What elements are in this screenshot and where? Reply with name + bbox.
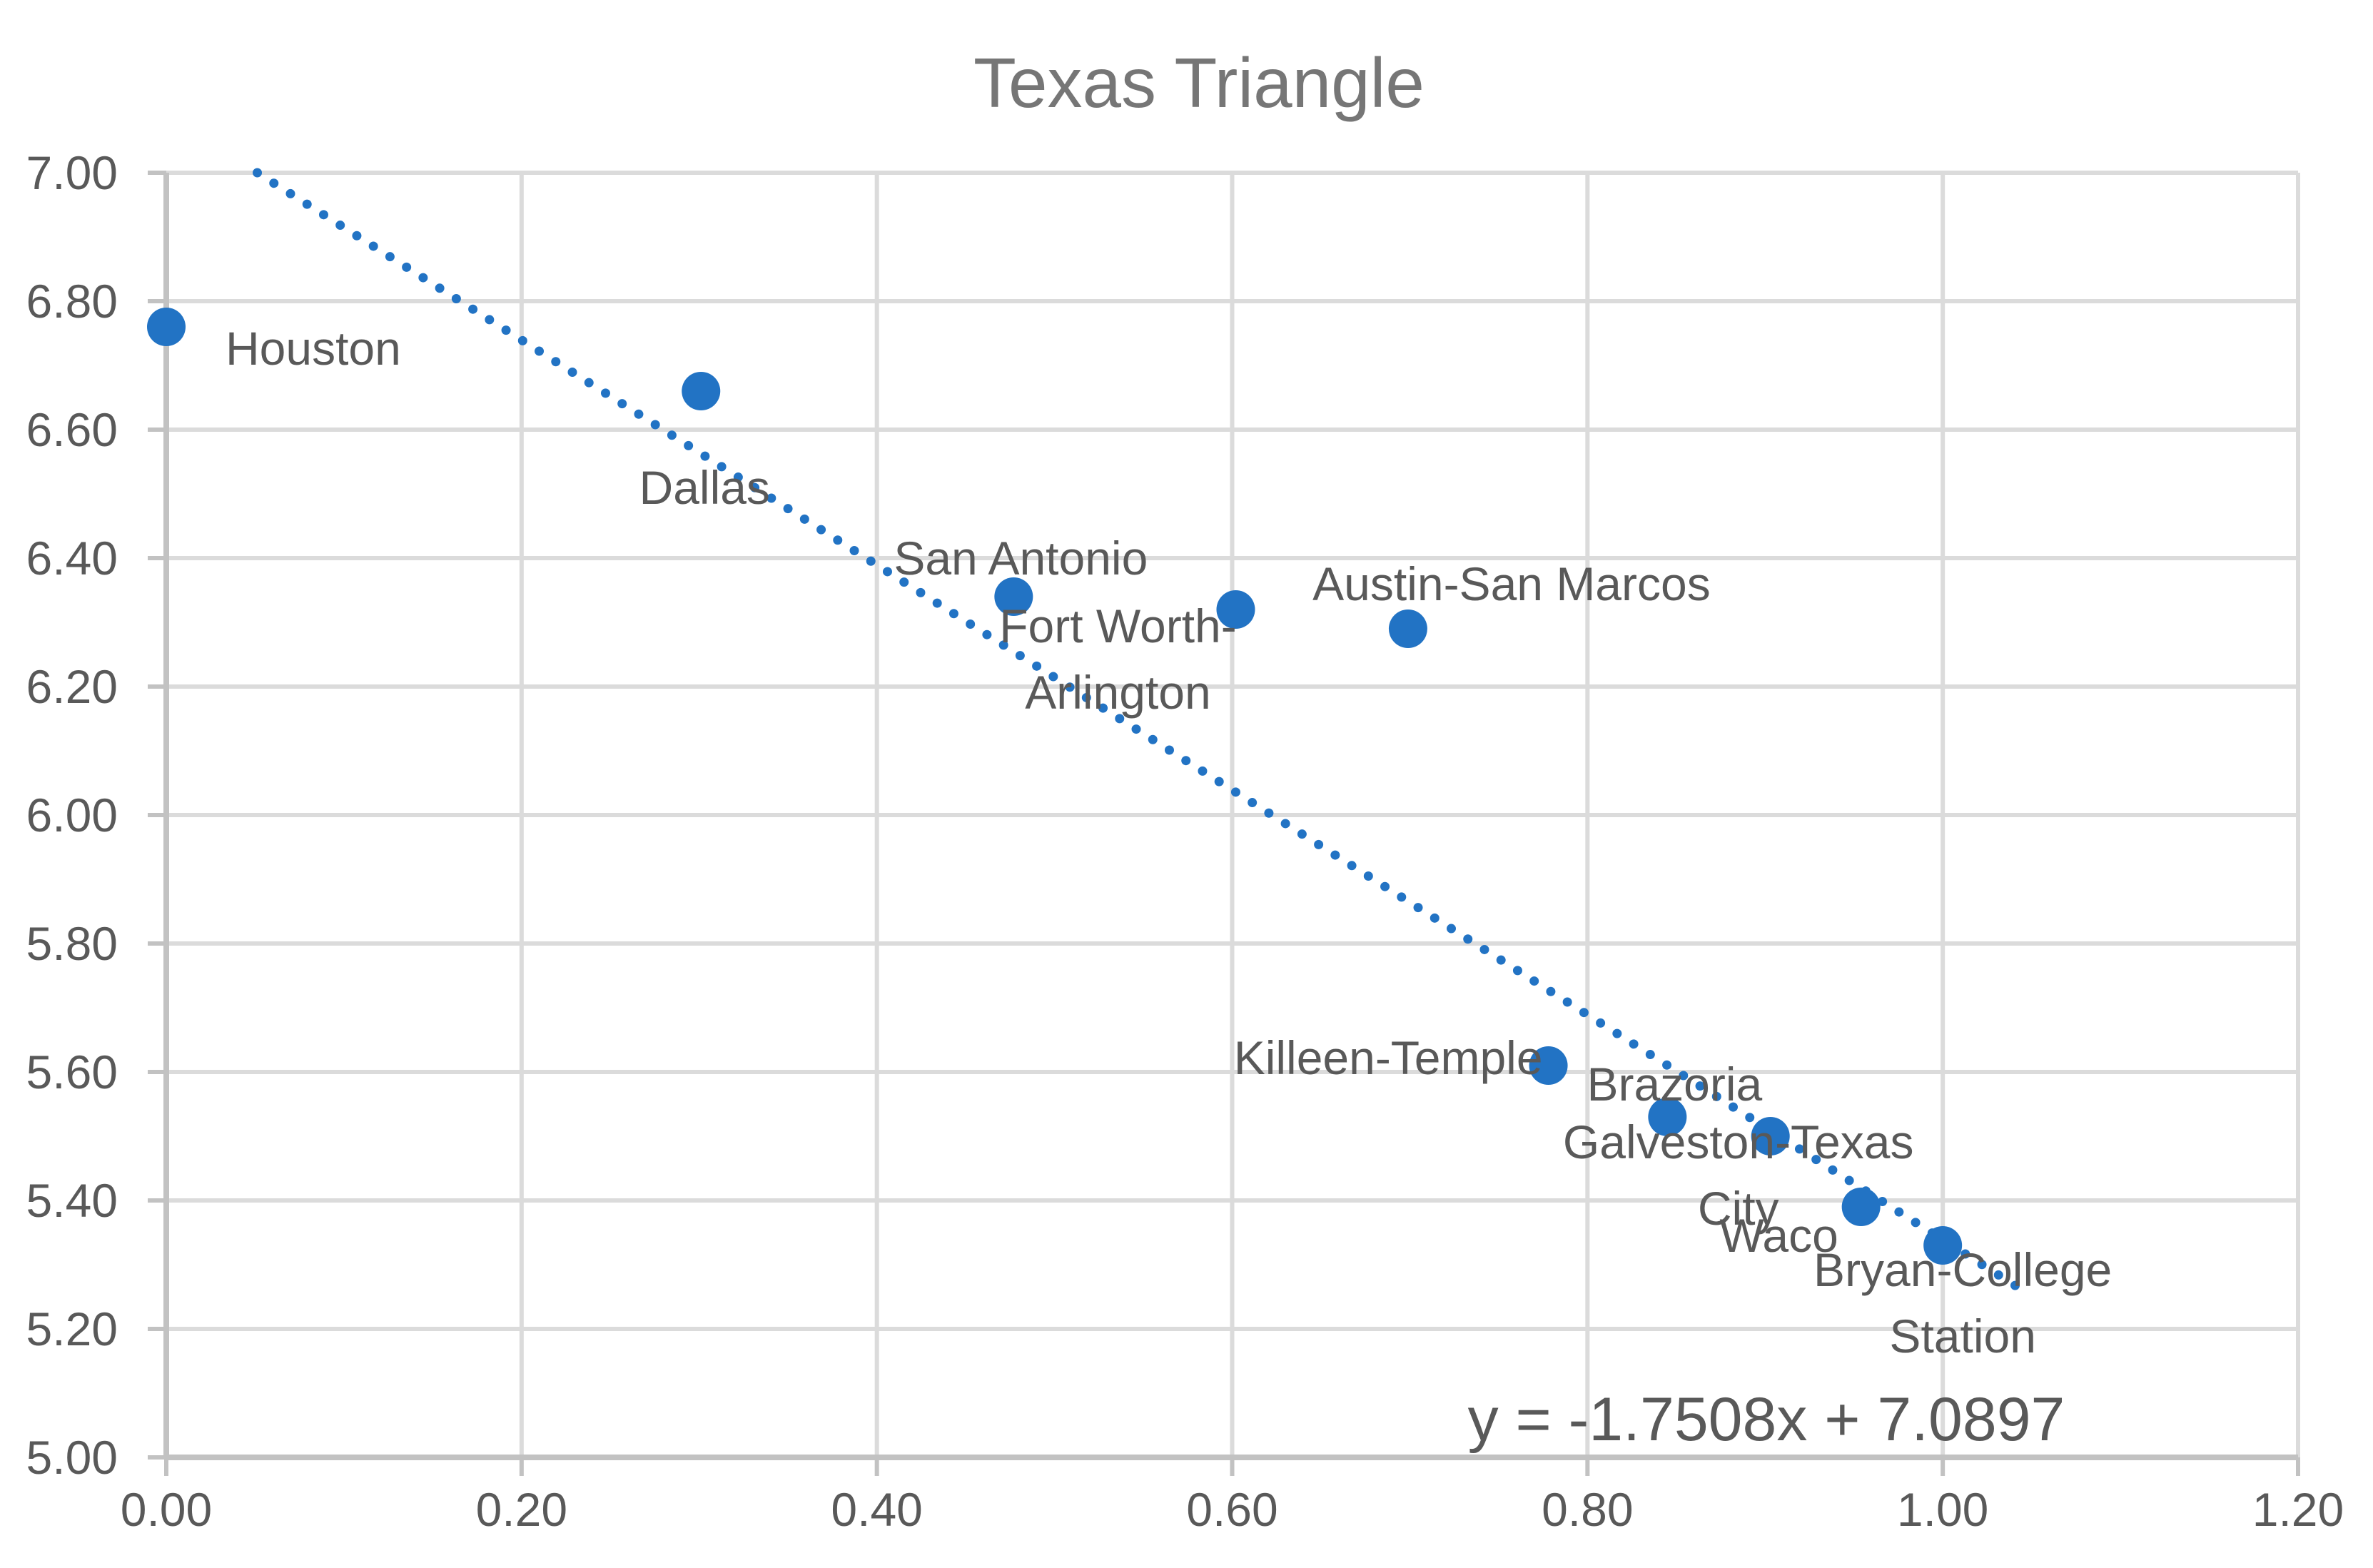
x-tick-label: 0.40	[831, 1483, 922, 1536]
x-tick-label: 1.20	[2252, 1483, 2344, 1536]
y-tick-label: 6.00	[26, 789, 118, 841]
data-point-label[interactable]: Waco	[1720, 1209, 1838, 1262]
data-point[interactable]	[1648, 1098, 1687, 1136]
y-tick-label: 6.80	[26, 275, 118, 328]
y-tick-label: 5.40	[26, 1174, 118, 1227]
data-point-label[interactable]: Arlington	[1025, 666, 1211, 719]
data-labels: Houston Dallas San Antonio Fort Worth- Arlin…	[226, 322, 2112, 1362]
data-point-label[interactable]: City	[1698, 1182, 1779, 1235]
trendline[interactable]	[253, 168, 2028, 1295]
data-point-label[interactable]: Austin-San Marcos	[1312, 557, 1711, 610]
x-tick-label: 0.60	[1186, 1483, 1277, 1536]
data-point[interactable]	[1388, 610, 1427, 648]
y-tick-label: 5.20	[26, 1303, 118, 1355]
tick-marks	[148, 171, 2300, 1476]
data-points[interactable]	[147, 308, 1963, 1265]
data-point[interactable]	[1923, 1226, 1963, 1265]
y-tick-label: 7.00	[26, 146, 118, 199]
data-point[interactable]	[1841, 1188, 1881, 1226]
data-point[interactable]	[147, 308, 186, 346]
data-point[interactable]	[682, 372, 721, 410]
x-tick-label: 1.00	[1897, 1483, 1988, 1536]
data-point-label[interactable]: Fort Worth-	[999, 600, 1236, 652]
data-point[interactable]	[1529, 1046, 1568, 1085]
y-tick-label: 5.00	[26, 1431, 118, 1484]
data-point[interactable]	[994, 577, 1033, 616]
data-point-label[interactable]: San Antonio	[894, 532, 1148, 585]
trendline-group[interactable]	[253, 168, 2028, 1295]
y-tick-label: 6.20	[26, 660, 118, 713]
gridlines	[166, 171, 2300, 1457]
y-tick-label: 5.60	[26, 1046, 118, 1098]
data-point[interactable]	[1751, 1117, 1790, 1155]
x-tick-label: 0.00	[121, 1483, 212, 1536]
data-point[interactable]	[1216, 590, 1255, 629]
x-tick-label: 0.20	[476, 1483, 567, 1536]
y-tick-label: 6.40	[26, 532, 118, 585]
y-tick-label: 5.80	[26, 917, 118, 970]
x-tick-label: 0.80	[1542, 1483, 1633, 1536]
data-point-label[interactable]: Dallas	[639, 461, 770, 514]
trendline-equation[interactable]: y = -1.7508x + 7.0897	[1468, 1385, 2065, 1454]
tick-labels: 0.00 0.20 0.40 0.60 0.80 1.00 1.20 5.00 5.20 5.40…	[26, 146, 2344, 1536]
chart-title[interactable]: Texas Triangle	[973, 44, 1425, 122]
data-point-label[interactable]: Killeen-Temple	[1234, 1031, 1543, 1084]
data-point-label[interactable]: Galveston-Texas	[1563, 1116, 1914, 1168]
data-point-label[interactable]: Brazoria	[1587, 1058, 1762, 1111]
y-tick-label: 6.60	[26, 403, 118, 456]
data-point-label[interactable]: Houston	[226, 322, 401, 375]
data-point-label[interactable]: Station	[1889, 1310, 2035, 1362]
data-point-label[interactable]: Bryan-College	[1813, 1243, 2112, 1296]
